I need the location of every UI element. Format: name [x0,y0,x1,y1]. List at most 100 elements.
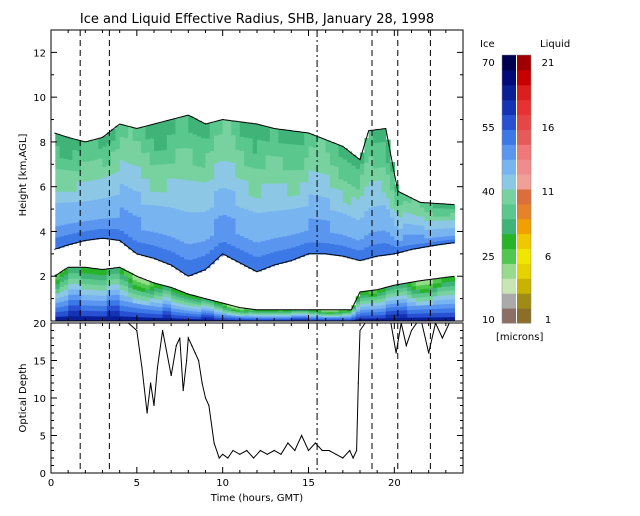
radius-cell [63,169,69,181]
radius-cell [321,219,327,232]
radius-cell [265,317,271,320]
radius-cell [282,310,288,313]
radius-cell [192,313,198,317]
radius-cell [171,133,177,150]
radius-cell [312,313,318,315]
radius-cell [192,310,198,315]
radius-cell [55,225,61,238]
radius-cell [111,162,116,174]
radius-cell [239,310,245,313]
radius-cell [278,316,284,319]
radius-cell [55,145,61,158]
radius-cell [218,201,224,216]
radius-cell [329,243,335,256]
radius-cell [329,310,335,313]
colorbar-liquid-swatch [517,189,531,205]
radius-cell [235,177,241,193]
radius-cell [244,208,250,224]
radius-cell [304,316,310,319]
radius-cell [235,309,241,312]
radius-cell [184,304,189,308]
radius-cell [338,167,344,180]
radius-cell [85,310,91,317]
colorbar-liquid-swatch [517,99,531,116]
radius-cell [162,317,168,321]
radius-cell [188,310,194,314]
radius-cell [342,310,348,313]
radius-cell [287,156,292,171]
y-tick-label: 4 [40,227,46,238]
radius-cell [441,316,447,321]
radius-cell [282,235,288,250]
radius-cell [364,300,370,304]
radius-cell [329,316,335,319]
radius-cell [171,148,177,164]
radius-cell [252,153,258,169]
radius-cell [141,282,147,288]
radius-cell [192,298,198,302]
radius-cell [162,296,168,301]
radius-cell [394,191,400,199]
radius-cell [308,318,314,321]
radius-cell [312,182,318,196]
radius-cell [106,153,112,165]
radius-cell [106,305,112,312]
radius-cell [235,219,241,235]
radius-cell [432,211,438,217]
radius-cell [63,305,69,312]
radius-cell [218,215,224,230]
radius-cell [201,137,207,153]
radius-cell [407,301,413,307]
radius-cell [115,267,121,274]
radius-cell [420,304,425,310]
radius-cell [175,133,181,149]
radius-cell [304,309,310,312]
radius-cell [98,138,104,149]
radius-cell [154,309,159,315]
radius-cell [158,317,164,321]
radius-cell [329,153,335,166]
radius-cell [248,137,254,153]
colorbar-liquid-swatch [517,144,531,160]
radius-cell [338,178,344,191]
radius-cell [372,231,378,245]
colorbar-liquid-label: Liquid [540,39,570,50]
radius-cell [342,312,348,314]
radius-cell [261,315,267,318]
radius-cell [334,309,340,312]
radius-cell [424,279,430,285]
radius-cell [235,191,241,207]
radius-cell [291,143,297,158]
radius-cell [123,125,129,139]
radius-cell [239,319,245,321]
radius-cell [145,288,151,294]
radius-cell [76,150,82,162]
radius-cell [81,221,86,232]
radius-cell [287,169,292,184]
radius-cell [154,177,159,192]
radius-cell [261,318,267,321]
radius-cell [141,316,147,321]
radius-cell [308,312,314,314]
radius-cell [102,315,108,321]
radius-cell [398,198,404,206]
radius-cell [55,274,61,280]
radius-cell [415,220,421,226]
radius-cell [59,291,65,297]
radius-cell [209,136,215,152]
radius-cell [248,166,254,182]
radius-cell [141,191,147,205]
radius-cell [265,169,271,184]
radius-cell [154,232,159,247]
radius-cell [128,224,134,238]
radius-cell [385,139,391,152]
radius-cell [325,314,331,316]
radius-cell [420,292,425,298]
radius-cell [269,316,275,319]
radius-cell [347,183,353,195]
radius-cell [192,118,198,135]
radius-cell [98,148,104,159]
radius-cell [68,212,74,224]
radius-cell [171,192,177,209]
